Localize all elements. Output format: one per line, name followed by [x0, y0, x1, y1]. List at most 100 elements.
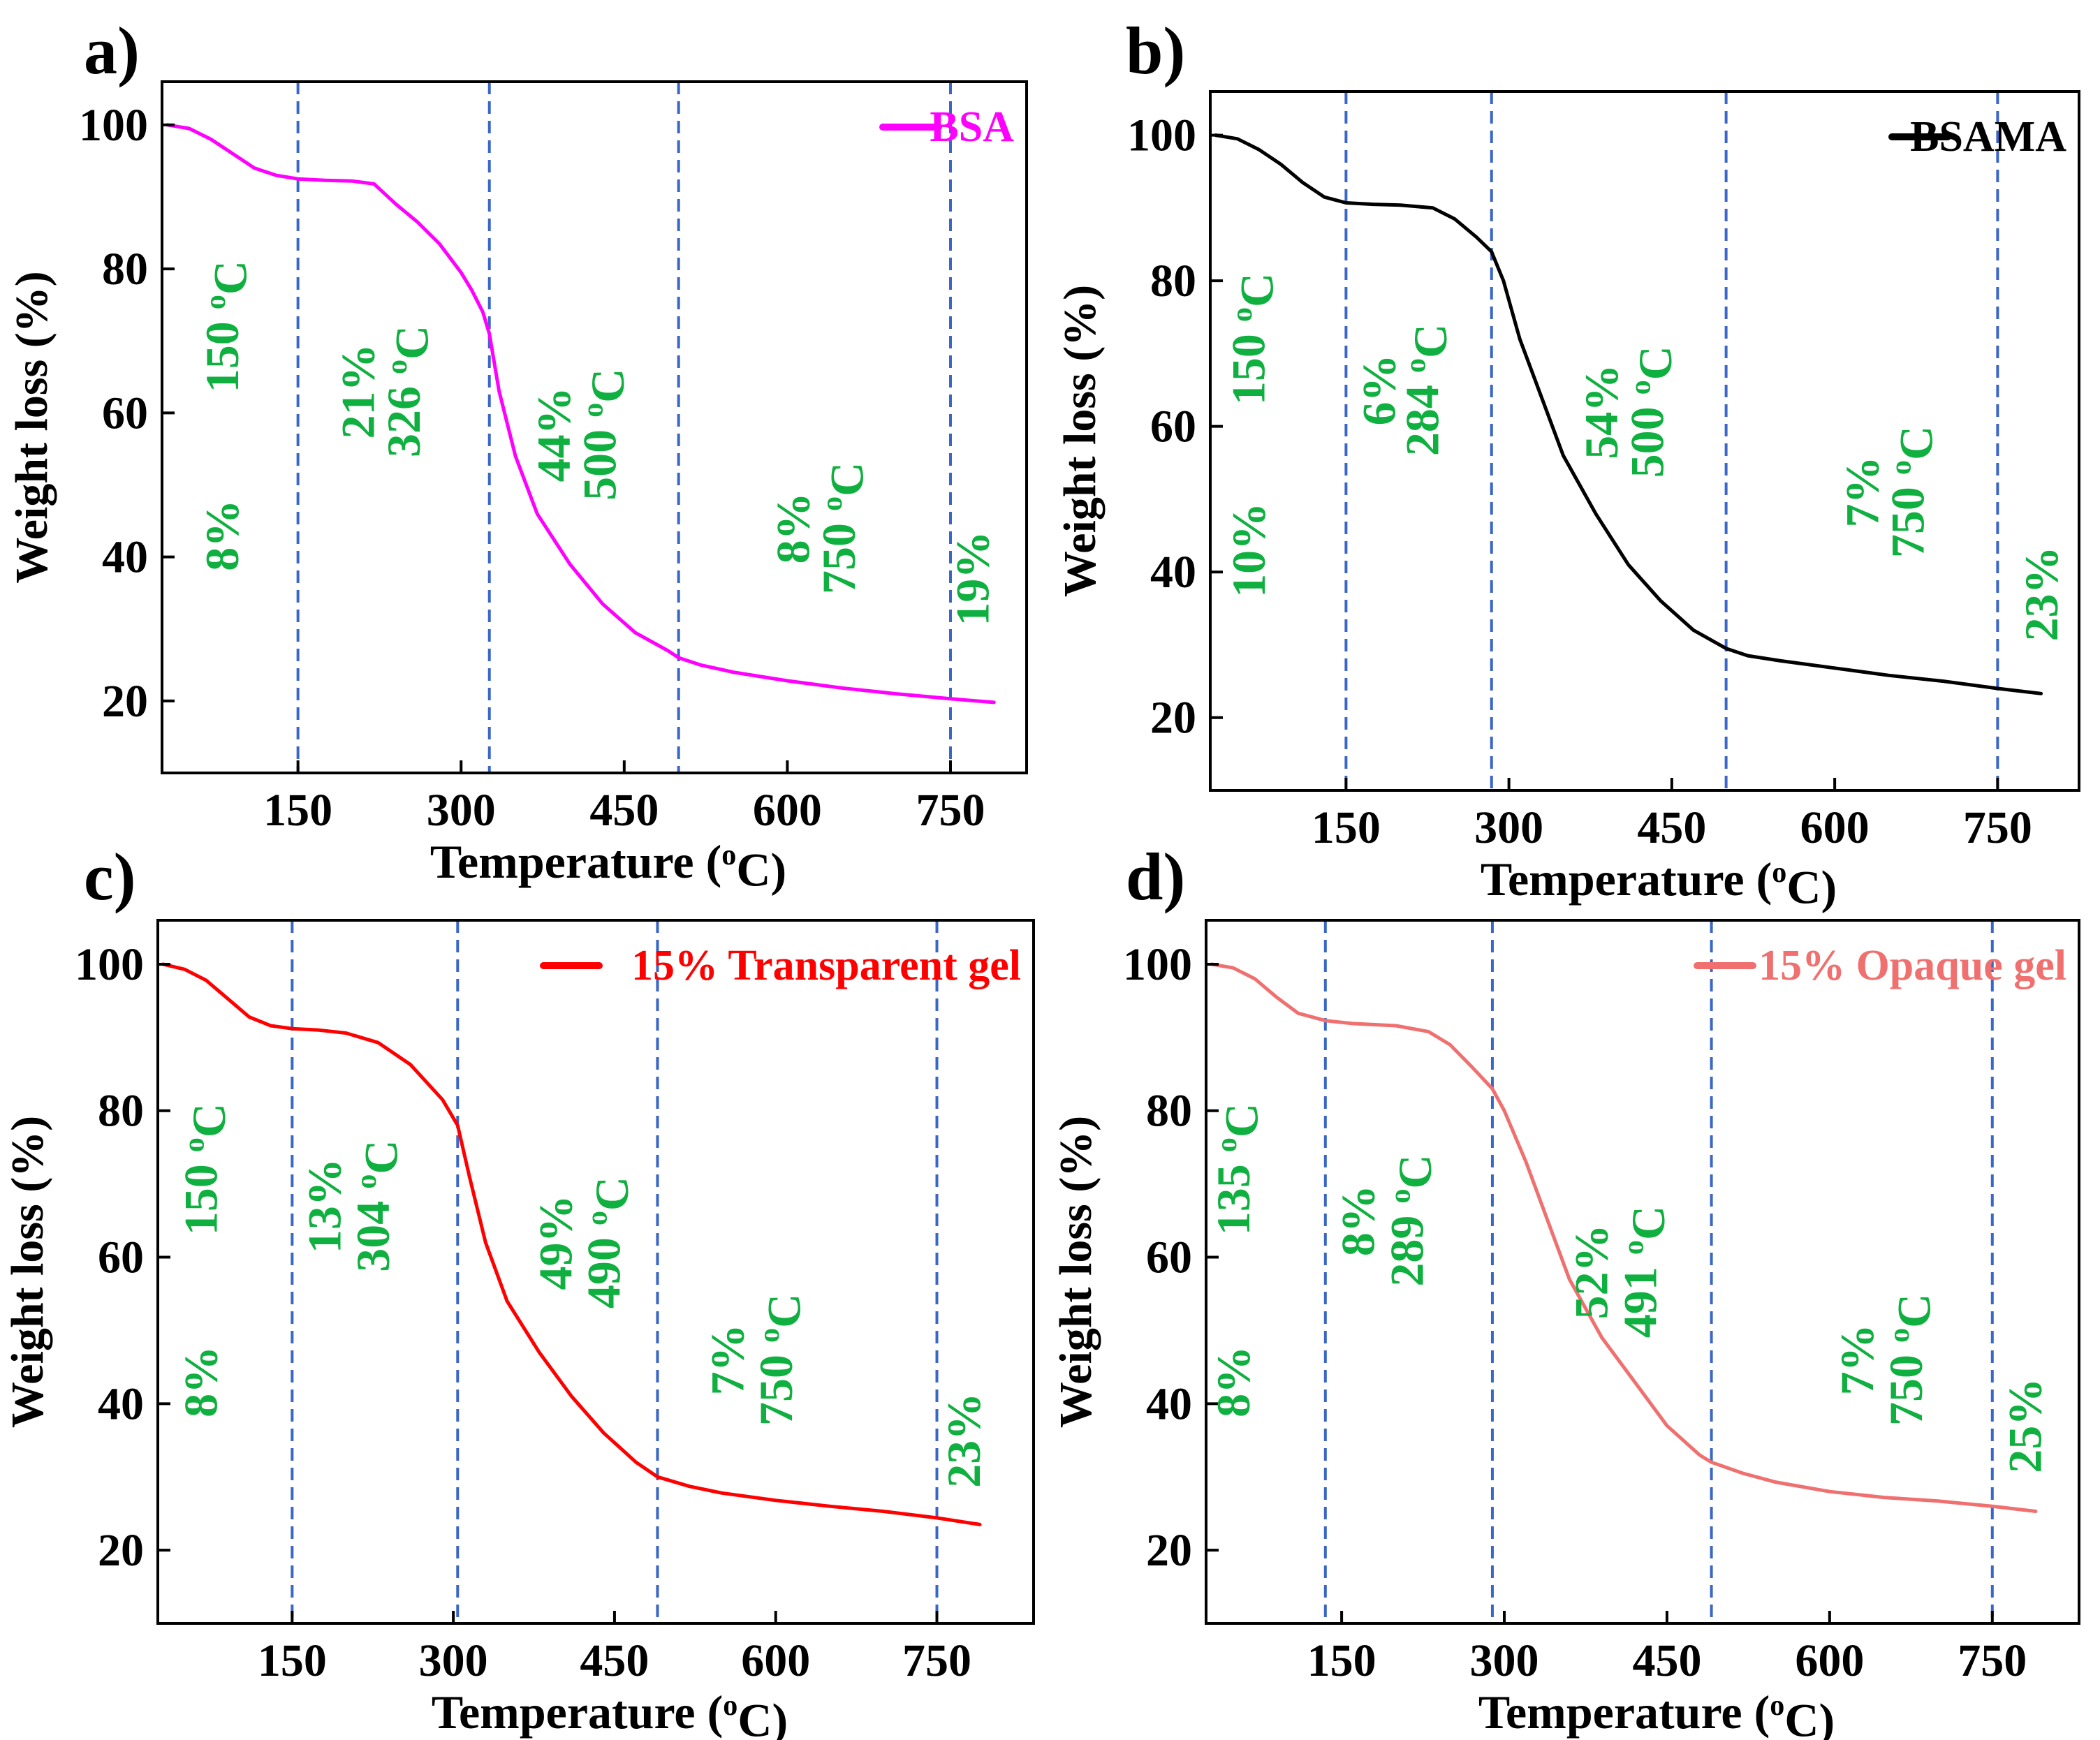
annotation-5: 490 oC — [578, 1177, 639, 1308]
annotation-8: 23% — [937, 1393, 990, 1488]
chart-panel-0: a) BSA 150 300 450 600 750 20 40 60 80 100 Temperatu… — [6, 13, 1028, 897]
x-tick-label-4: 750 — [1958, 1635, 2027, 1686]
x-tick-label-0: 150 — [1312, 802, 1381, 853]
annotation-4: 52% — [1565, 1225, 1618, 1320]
annotation-3: 304 oC — [346, 1140, 408, 1272]
y-tick-label-4: 100 — [1127, 110, 1196, 161]
annotation-6: 7% — [701, 1324, 754, 1395]
annotation-7: 750 oC — [1879, 1294, 1941, 1426]
y-tick-label-4: 100 — [75, 939, 144, 990]
y-tick-label-1: 40 — [1146, 1378, 1192, 1429]
annotation-4: 44% — [527, 387, 580, 482]
y-tick-label-4: 100 — [79, 100, 148, 151]
annotation-0: 135 oC — [1207, 1103, 1268, 1235]
x-tick-label-1: 300 — [1470, 1635, 1539, 1686]
plot-frame — [161, 80, 1028, 774]
y-axis-label: Weight loss (%) — [2, 1116, 53, 1428]
chart-panel-3: d) 15% Opaque gel 150 300 450 600 750 20 40 60 80 1… — [1050, 839, 2080, 1740]
annotation-4: 49% — [529, 1195, 582, 1290]
annotation-7: 750 oC — [1881, 426, 1943, 558]
annotation-3: 284 oC — [1396, 324, 1457, 456]
annotation-2: 13% — [298, 1158, 351, 1253]
annotation-0: 150 oC — [196, 260, 257, 392]
panel-label: c) — [84, 839, 136, 914]
annotation-2: 8% — [1332, 1185, 1385, 1256]
y-tick-label-2: 60 — [102, 388, 148, 438]
annotation-0: 150 oC — [175, 1103, 236, 1235]
y-tick-label-3: 80 — [98, 1086, 144, 1137]
y-tick-label-0: 20 — [98, 1525, 144, 1576]
y-tick-label-3: 80 — [1146, 1086, 1192, 1137]
annotation-5: 500 oC — [573, 369, 634, 501]
x-tick-label-4: 750 — [902, 1635, 971, 1686]
x-axis-label: Temperature (oC) — [430, 835, 786, 897]
x-tick-label-1: 300 — [427, 785, 496, 836]
annotation-1: 8% — [175, 1346, 228, 1417]
x-tick-label-0: 150 — [258, 1635, 327, 1686]
y-tick-label-2: 60 — [98, 1232, 144, 1283]
annotation-2: 21% — [332, 344, 385, 438]
x-tick-label-3: 600 — [1800, 802, 1870, 853]
x-tick-label-0: 150 — [263, 785, 332, 836]
plot-frame — [1205, 919, 2080, 1625]
x-tick-label-0: 150 — [1307, 1635, 1376, 1686]
annotation-2: 6% — [1352, 355, 1405, 426]
annotation-7: 750 oC — [812, 462, 874, 594]
x-tick-label-4: 750 — [916, 785, 985, 836]
y-tick-label-0: 20 — [1150, 693, 1196, 744]
x-tick-label-2: 450 — [1637, 802, 1706, 853]
annotation-4: 54% — [1575, 364, 1628, 459]
annotation-6: 8% — [767, 492, 820, 563]
panel-label: b) — [1126, 13, 1185, 88]
panel-label: d) — [1126, 839, 1185, 914]
series-line-0 — [166, 123, 996, 705]
annotation-8: 23% — [2015, 546, 2068, 641]
y-tick-label-1: 40 — [102, 532, 148, 583]
y-tick-label-1: 40 — [98, 1378, 144, 1429]
y-tick-label-3: 80 — [1150, 256, 1196, 307]
x-tick-label-2: 450 — [580, 1635, 649, 1686]
annotation-1: 8% — [196, 500, 249, 571]
x-tick-label-1: 300 — [419, 1635, 488, 1686]
y-tick-label-1: 40 — [1150, 547, 1196, 598]
series-line-0 — [1210, 962, 2038, 1513]
annotation-6: 7% — [1830, 1324, 1884, 1395]
annotation-1: 8% — [1207, 1346, 1260, 1417]
annotation-0: 150 oC — [1222, 273, 1284, 405]
series-line-0 — [161, 962, 982, 1526]
annotation-8: 19% — [946, 531, 999, 626]
x-tick-label-2: 450 — [1632, 1635, 1701, 1686]
panel-label: a) — [84, 13, 140, 88]
y-tick-label-0: 20 — [1146, 1525, 1192, 1576]
y-tick-label-0: 20 — [102, 676, 148, 727]
y-axis-label: Weight loss (%) — [1050, 1116, 1101, 1428]
annotation-8: 25% — [1999, 1378, 2052, 1473]
x-tick-label-3: 600 — [1795, 1635, 1864, 1686]
y-tick-label-3: 80 — [102, 244, 148, 295]
y-tick-label-2: 60 — [1150, 401, 1196, 452]
annotation-3: 326 oC — [377, 325, 439, 457]
x-tick-label-4: 750 — [1963, 802, 2032, 853]
x-axis-label: Temperature (oC) — [432, 1686, 788, 1740]
x-tick-label-1: 300 — [1474, 802, 1543, 853]
x-tick-label-3: 600 — [753, 785, 822, 836]
y-axis-label: Weight loss (%) — [6, 271, 57, 583]
chart-panel-2: c) 15% Transparent gel 150 300 450 600 750 20 40… — [2, 839, 1035, 1740]
legend-label: BSA — [930, 103, 1014, 151]
y-axis-label: Weight loss (%) — [1055, 285, 1106, 597]
y-tick-label-2: 60 — [1146, 1232, 1192, 1283]
annotation-7: 750 oC — [749, 1294, 811, 1426]
annotation-3: 289 oC — [1381, 1154, 1442, 1286]
plot-frame — [1209, 90, 2080, 792]
series-line-0 — [1214, 133, 2043, 695]
plot-frame — [156, 919, 1035, 1625]
legend-label: 15% Transparent gel — [631, 942, 1021, 989]
annotation-1: 10% — [1222, 503, 1275, 598]
legend-label: 15% Opaque gel — [1758, 942, 2066, 989]
y-tick-label-4: 100 — [1123, 939, 1192, 990]
x-tick-label-2: 450 — [589, 785, 659, 836]
annotation-6: 7% — [1835, 456, 1888, 527]
x-tick-label-3: 600 — [741, 1635, 810, 1686]
